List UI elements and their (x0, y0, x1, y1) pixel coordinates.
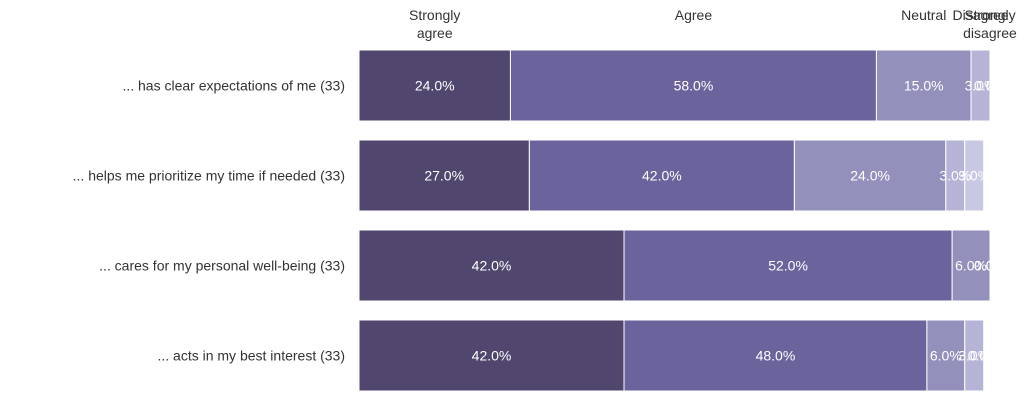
bar-segment-neutral (926, 319, 966, 392)
legend-label-strongly-disagree: Strongly disagree (963, 7, 1017, 41)
value-labels: 24.0% 58.0% 15.0% 3.0%0.0%27.0% 42.0% 24.0% 3.… (415, 78, 1006, 364)
value-label: 3.0% (958, 168, 990, 184)
bar-segment-agree (528, 139, 795, 212)
bar-segment-agree (509, 49, 877, 122)
bar-segment-disagree (970, 49, 991, 122)
value-label: 24.0% (850, 168, 890, 184)
value-label: 0.0% (974, 78, 1006, 94)
bar-segment-strongly-disagree (964, 139, 985, 212)
value-label: 42.0% (472, 348, 512, 364)
value-label: 27.0% (424, 168, 464, 184)
value-label: 0.0% (968, 348, 1000, 364)
value-label: 15.0% (904, 78, 944, 94)
value-label: 58.0% (674, 78, 714, 94)
column-headers: Strongly agree Agree Neutral DisagreeStrongl… (409, 7, 1017, 41)
bar-segment-neutral (951, 229, 991, 302)
value-label: 6.0% (930, 348, 962, 364)
value-label: 3.0% (939, 168, 971, 184)
bar-segment-neutral (793, 139, 947, 212)
category-label: ... has clear expectations of me (33) (122, 78, 345, 94)
value-label: 0.0% (974, 258, 1006, 274)
bar-segment-strongly-agree (358, 319, 625, 392)
bar-segment-strongly-agree (358, 139, 530, 212)
value-label: 52.0% (768, 258, 808, 274)
bar-segment-strongly-agree (358, 229, 625, 302)
value-label: 3.0% (958, 348, 990, 364)
value-label: 6.0% (955, 258, 987, 274)
value-label: 0.0% (974, 258, 1006, 274)
category-label: ... cares for my personal well-being (33… (99, 258, 345, 274)
bars (358, 49, 991, 392)
legend-label-neutral: Neutral (901, 7, 946, 23)
value-label: 24.0% (415, 78, 455, 94)
bar-segment-agree (623, 229, 953, 302)
category-labels: ... has clear expectations of me (33)...… (73, 78, 345, 364)
category-label: ... acts in my best interest (33) (157, 348, 345, 364)
category-label: ... helps me prioritize my time if neede… (73, 168, 345, 184)
value-label: 3.0% (965, 78, 997, 94)
bar-segment-disagree (964, 319, 985, 392)
legend-label-strongly-agree: Strongly agree (409, 7, 460, 41)
legend-label-agree: Agree (675, 7, 713, 23)
value-label: 42.0% (642, 168, 682, 184)
value-label: 42.0% (472, 258, 512, 274)
bar-segment-agree (623, 319, 928, 392)
value-label: 48.0% (756, 348, 796, 364)
legend-label-disagree: Disagree (953, 7, 1009, 23)
